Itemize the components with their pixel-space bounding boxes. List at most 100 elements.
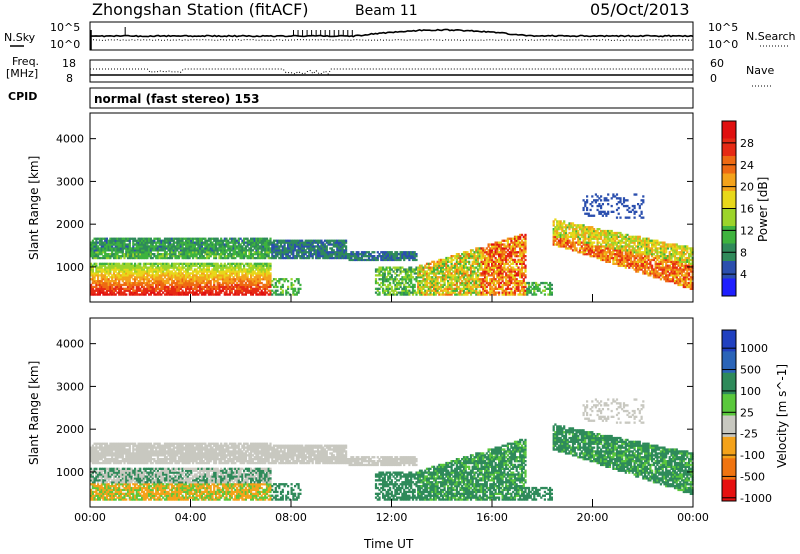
power-cell [455, 255, 458, 258]
power-cell [547, 293, 550, 296]
power-cell [91, 287, 94, 290]
power-cell [232, 276, 235, 279]
power-cell [141, 283, 144, 287]
power-cell [515, 245, 518, 248]
power-cell [308, 253, 311, 256]
power-cell [241, 262, 244, 265]
power-cell [292, 287, 295, 290]
power-cell [250, 285, 253, 289]
power-cell [587, 235, 590, 238]
power-cell [160, 243, 163, 246]
power-cell [216, 268, 219, 271]
power-cell [236, 276, 239, 279]
power-cell [440, 289, 443, 292]
power-cell [566, 239, 569, 242]
power-cell [455, 258, 458, 262]
power-cell [554, 233, 557, 237]
power-cell [397, 283, 400, 287]
power-cell [118, 243, 121, 246]
power-cell [288, 256, 291, 260]
power-cell [132, 253, 135, 256]
power-cell [494, 272, 497, 275]
power-cell [134, 243, 137, 246]
power-cell [128, 268, 131, 271]
power-cell [170, 293, 174, 296]
power-cell [508, 243, 511, 246]
power-cell [151, 253, 154, 256]
power-cell [469, 264, 473, 267]
power-cell [149, 237, 152, 240]
power-cell [454, 272, 457, 275]
power-cell [158, 289, 161, 292]
power-cell [146, 272, 149, 275]
power-cell [155, 274, 158, 277]
power-cell [188, 283, 191, 287]
power-cell [95, 262, 98, 265]
power-cell [339, 247, 342, 250]
power-cell [385, 285, 388, 289]
power-cell [142, 278, 145, 281]
power-cell [90, 241, 93, 244]
power-cell [107, 255, 110, 258]
power-cell [227, 245, 230, 248]
power-cell [582, 229, 585, 233]
power-cell [130, 276, 133, 279]
power-cell [547, 287, 550, 290]
power-cell [450, 281, 453, 285]
power-cell [98, 241, 101, 244]
power-cell [355, 253, 358, 256]
power-cell [559, 245, 562, 248]
power-cell [97, 274, 100, 277]
power-cell [220, 245, 223, 248]
power-cell [258, 253, 261, 256]
power-cell [517, 251, 520, 254]
power-cell [97, 291, 100, 294]
power-cell [570, 247, 573, 250]
power-cell [271, 283, 274, 287]
power-cell [118, 274, 121, 277]
power-cell [197, 239, 200, 242]
power-cell [457, 256, 460, 260]
power-cell [334, 245, 337, 248]
power-cell [323, 239, 327, 242]
power-cell [234, 293, 237, 296]
power-cell [466, 291, 469, 294]
power-cell [394, 253, 397, 256]
power-cell [257, 266, 260, 269]
power-cell [290, 287, 293, 290]
power-heatmap [90, 193, 694, 296]
power-cell [492, 262, 495, 265]
power-cell [262, 255, 265, 258]
power-cell [225, 274, 228, 277]
power-cell [107, 247, 110, 250]
power-cell [165, 289, 168, 292]
power-cell [146, 276, 149, 279]
power-cell [119, 255, 123, 258]
power-cell [295, 253, 298, 256]
power-cell [257, 281, 260, 285]
power-cell [239, 237, 242, 240]
power-cell [183, 280, 186, 283]
power-cell [466, 276, 469, 279]
power-cell [91, 291, 94, 294]
power-cell [146, 285, 149, 289]
power-cell [471, 287, 474, 290]
power-cell [389, 272, 392, 275]
power-cell [209, 241, 212, 244]
power-cell [251, 243, 254, 246]
power-cell [397, 287, 400, 290]
power-cell [593, 253, 596, 256]
power-cell [505, 251, 508, 254]
power-cell [287, 249, 290, 252]
power-cell [350, 255, 353, 258]
power-cell [459, 256, 462, 260]
power-cell [505, 283, 508, 287]
power-cell [158, 256, 161, 260]
power-cell [132, 289, 135, 292]
power-cell [100, 249, 103, 252]
power-cell [134, 264, 137, 267]
power-cell [519, 233, 522, 237]
power-cell [176, 243, 179, 246]
power-cell [454, 262, 457, 265]
power-cell [130, 253, 133, 256]
